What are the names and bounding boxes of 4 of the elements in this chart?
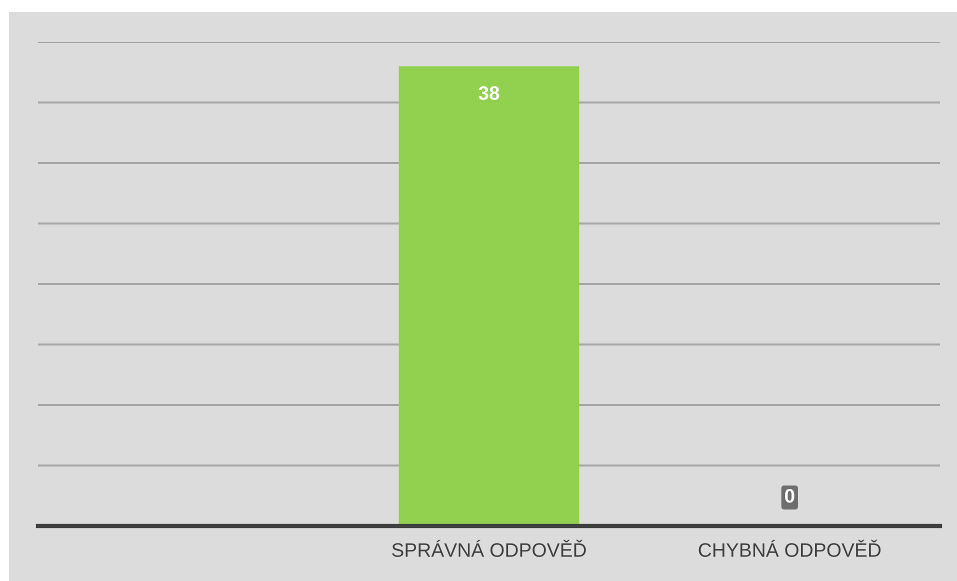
x-tick-label: SPRÁVNÁ ODPOVĚĎ bbox=[392, 540, 586, 557]
data-label: 38 bbox=[478, 86, 500, 100]
x-tick-label: CHYBNÁ ODPOVĚĎ bbox=[698, 540, 881, 557]
data-label: 0 bbox=[785, 488, 794, 503]
